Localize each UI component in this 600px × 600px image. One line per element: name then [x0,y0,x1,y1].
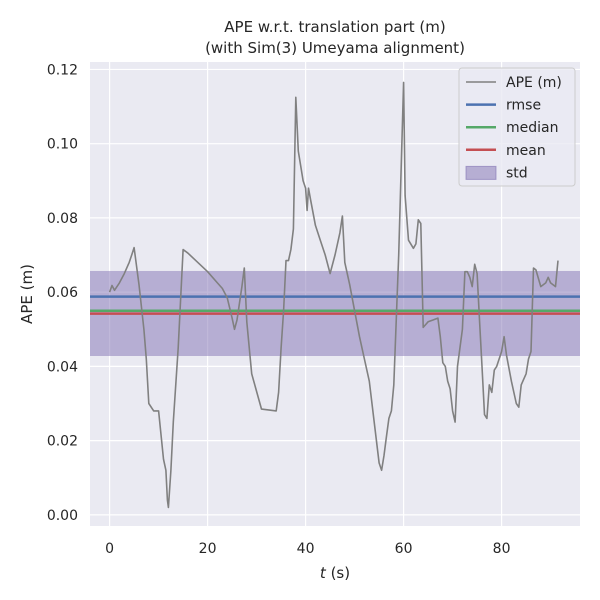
x-tick-label-1: 20 [199,541,217,557]
legend: APE (m) rmse median mean std [458,67,576,187]
x-axis-label: t (s) [320,564,350,582]
ape-series-line [108,81,559,509]
y-tick-label-3: 0.06 [47,285,78,301]
y-tick-label-6: 0.12 [47,62,78,78]
x-tick-label-0: 0 [105,541,114,557]
y-tick-label-5: 0.10 [47,137,78,153]
legend-swatch-std [465,165,497,180]
x-tick-labels: 0 20 40 60 80 [105,541,510,557]
legend-label-rmse: rmse [506,98,541,114]
series-layer [108,81,559,509]
legend-label-mean: mean [506,143,546,159]
y-tick-label-4: 0.08 [47,211,78,227]
x-tick-label-4: 80 [493,541,511,557]
x-axis-label-var: t [320,564,327,582]
y-tick-label-0: 0.00 [47,508,78,524]
y-tick-label-2: 0.04 [47,359,78,375]
y-tick-label-1: 0.02 [47,434,78,450]
x-axis-label-unit: (s) [326,564,350,582]
legend-label-apem: APE (m) [506,75,562,91]
chart-title-line1: APE w.r.t. translation part (m) [224,18,445,36]
legend-label-median: median [506,120,558,136]
legend-frame [458,67,576,187]
x-tick-label-2: 40 [297,541,315,557]
legend-label-std: std [506,165,528,181]
chart-title-line2: (with Sim(3) Umeyama alignment) [205,39,465,57]
y-tick-labels: 0.00 0.02 0.04 0.06 0.08 0.10 0.12 [47,62,78,523]
y-axis-label: APE (m) [18,264,36,324]
x-tick-label-3: 60 [395,541,413,557]
reference-lines-layer [90,295,580,315]
